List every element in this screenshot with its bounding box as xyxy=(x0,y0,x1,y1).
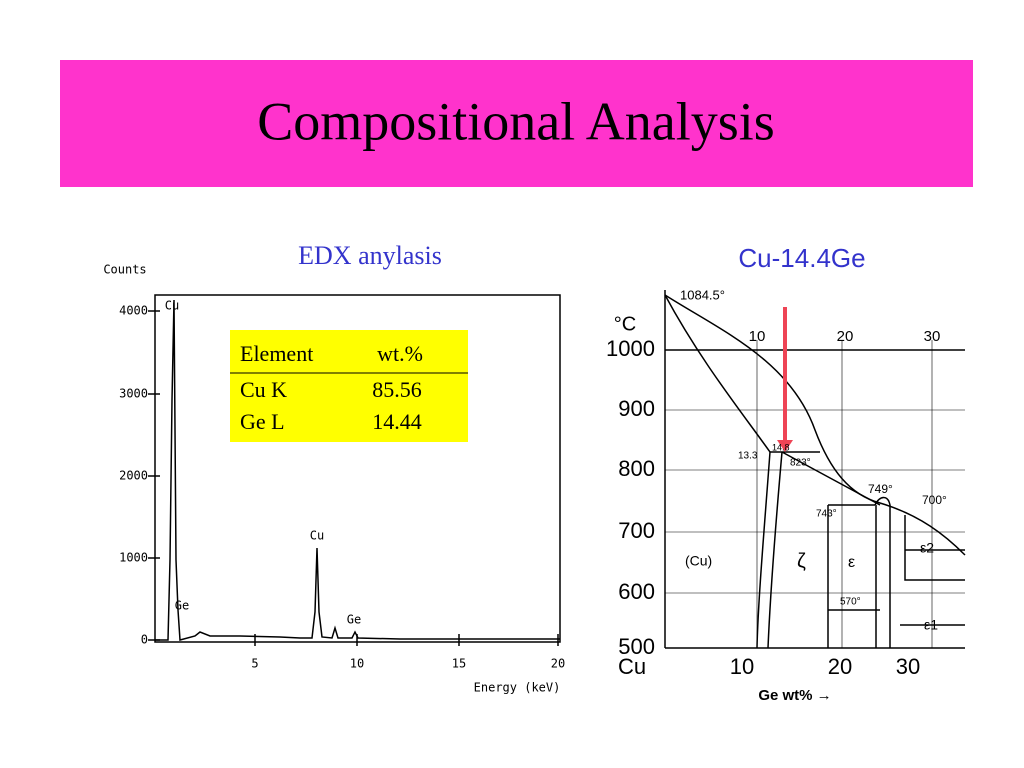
diagram-annotation: ζ xyxy=(797,550,806,572)
y-tick-label: 700 xyxy=(618,518,655,543)
y-tick-label: 0 xyxy=(141,633,148,647)
diagram-annotation: ε1 xyxy=(924,617,938,633)
bottom-tick-label: 10 xyxy=(730,654,754,679)
x-axis-label: Energy (keV) xyxy=(474,681,561,695)
x-tick-label: 15 xyxy=(452,657,466,671)
bottom-tick-label: Cu xyxy=(618,654,646,679)
diagram-annotation: 570° xyxy=(840,597,861,608)
edx-caption: EDX anylasis xyxy=(298,241,442,270)
y-tick-label: 800 xyxy=(618,456,655,481)
bottom-tick-label: 30 xyxy=(896,654,920,679)
peak-label: Ge xyxy=(347,613,361,627)
slide-title: Compositional Analysis xyxy=(257,91,775,151)
unit-label: °C xyxy=(614,313,636,335)
x-tick-label: 10 xyxy=(350,657,364,671)
peak-label: Cu xyxy=(310,529,324,543)
x-tick-label: 20 xyxy=(551,657,565,671)
phase-boundary xyxy=(827,504,880,648)
peak-label: Ge xyxy=(175,599,189,613)
diagram-annotation: 14.8 xyxy=(772,442,790,452)
top-tick-label: 20 xyxy=(837,328,854,345)
diagram-annotation: ε xyxy=(848,554,855,571)
table-cell: Ge L xyxy=(240,409,285,434)
diagram-annotation: 749° xyxy=(868,482,893,496)
peak-label: Cu xyxy=(165,299,179,313)
y-tick-label: 1000 xyxy=(606,336,655,361)
phase-line xyxy=(770,451,881,506)
table-cell: 14.44 xyxy=(372,409,422,434)
top-tick-label: 10 xyxy=(749,328,766,345)
arrow-head xyxy=(777,440,793,452)
y-tick-label: 3000 xyxy=(119,387,148,401)
bottom-tick-label: 20 xyxy=(828,654,852,679)
y-axis-label: Counts xyxy=(103,263,146,277)
phase-boundary xyxy=(874,496,891,648)
x-axis-label: Ge wt% → xyxy=(758,687,831,704)
phase-boundary xyxy=(756,451,783,649)
top-tick-label: 30 xyxy=(924,328,941,345)
diagram-annotation: 743° xyxy=(816,509,837,520)
y-tick-label: 600 xyxy=(618,579,655,604)
solidus xyxy=(664,294,771,453)
diagram-annotation: (Cu) xyxy=(685,553,712,569)
diagram-annotation: ε2 xyxy=(920,540,934,556)
table-background xyxy=(230,330,468,442)
spectrum xyxy=(155,299,560,641)
y-tick-label: 4000 xyxy=(119,304,148,318)
phase-diagram xyxy=(664,290,966,649)
table-header: Element xyxy=(240,341,313,366)
diagram-annotation: 1084.5° xyxy=(680,287,725,302)
x-tick-label: 5 xyxy=(251,657,258,671)
diagram-annotation: 700° xyxy=(922,493,947,507)
y-tick-label: 1000 xyxy=(119,551,148,565)
table-header: wt.% xyxy=(377,341,423,366)
phase-boundary xyxy=(900,515,965,626)
y-tick-label: 900 xyxy=(618,396,655,421)
liquidus xyxy=(664,294,966,556)
table-cell: Cu K xyxy=(240,377,287,402)
title-bar xyxy=(60,60,973,187)
y-tick-label: 2000 xyxy=(119,469,148,483)
phase-caption: Cu-14.4Ge xyxy=(738,243,865,273)
y-tick-label: 500 xyxy=(618,634,655,659)
diagram-annotation: 823° xyxy=(790,458,811,469)
diagram-annotation: 13.3 xyxy=(738,451,758,462)
table-cell: 85.56 xyxy=(372,377,422,402)
